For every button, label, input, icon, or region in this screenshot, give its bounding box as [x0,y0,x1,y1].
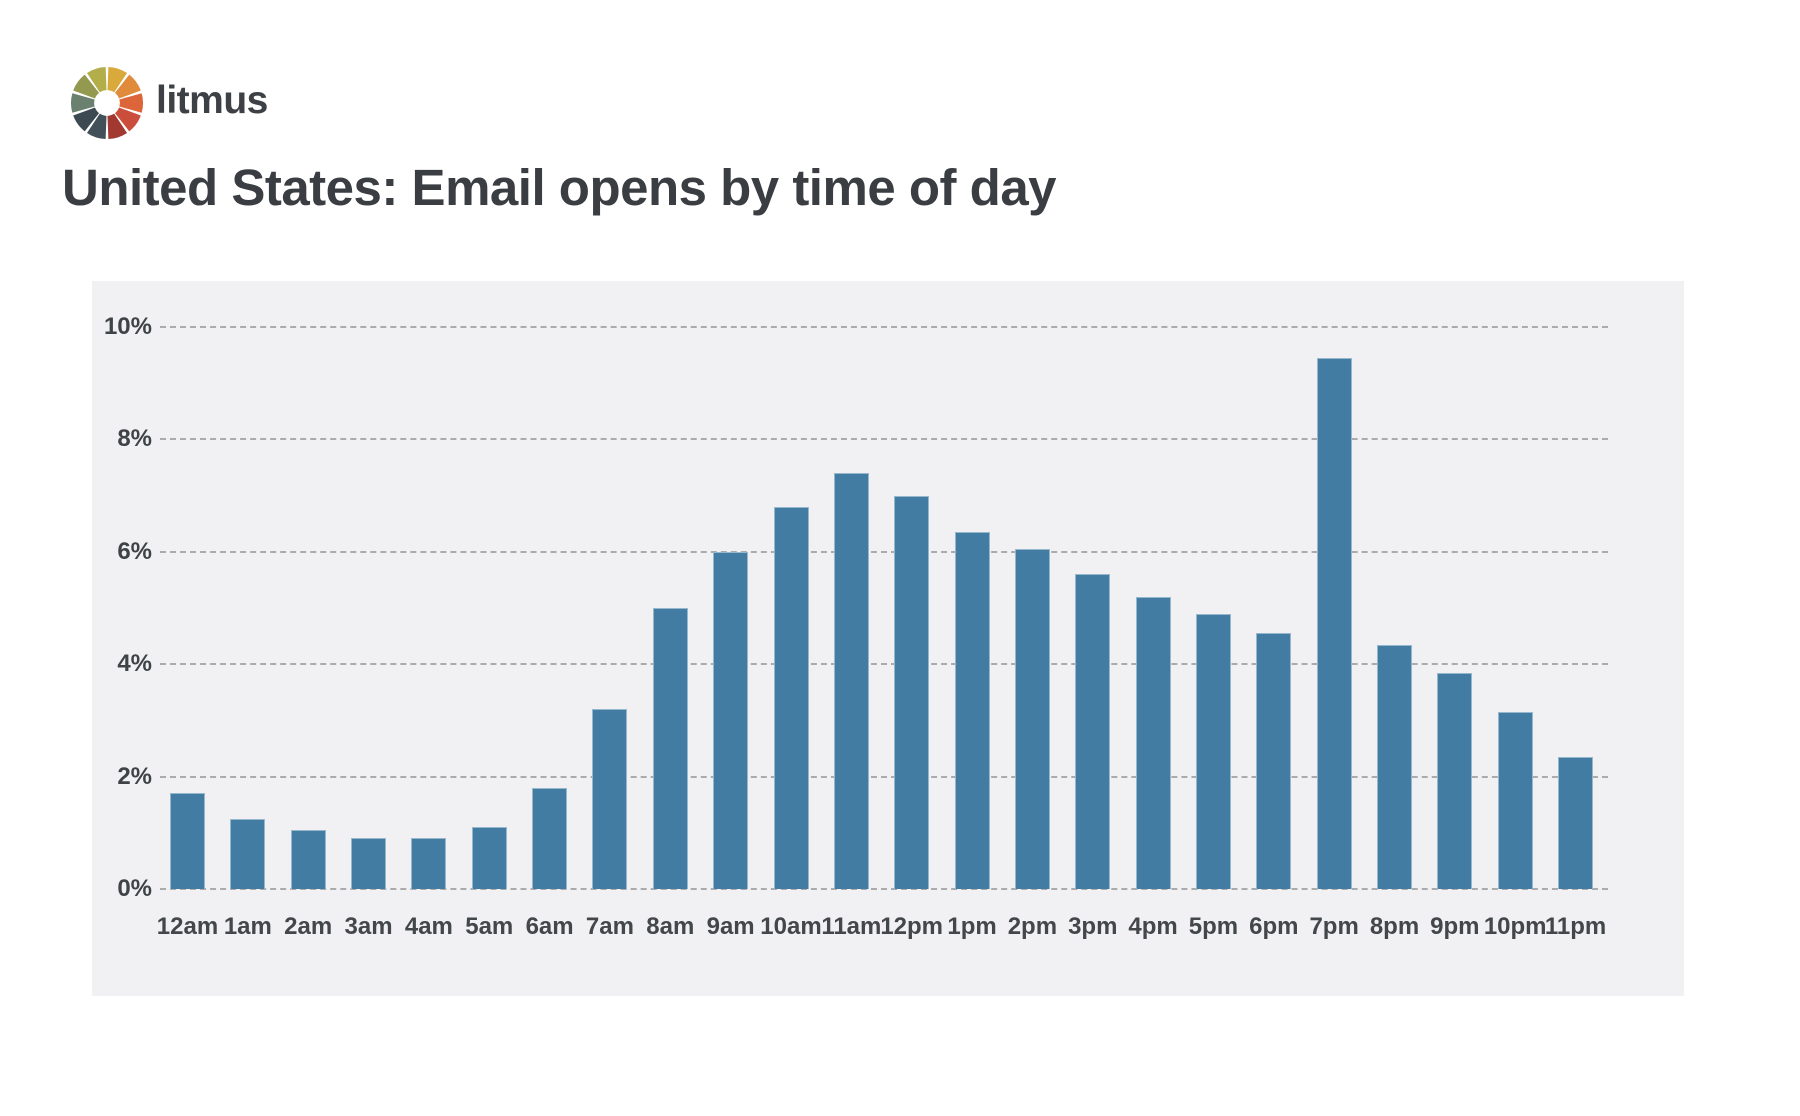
bar-6am [532,787,568,889]
x-axis-label-5am: 5am [465,913,514,940]
x-axis-label-1am: 1am [223,913,272,940]
wheel-segment-8 [73,74,100,99]
bar-2am [290,829,326,889]
bar-3am [351,838,387,889]
litmus-color-wheel-icon [70,67,144,139]
x-axis-label-12pm: 12pm [880,913,944,940]
bar-11pm [1558,756,1594,889]
bar-7am [592,709,628,889]
wheel-segment-9 [86,67,107,93]
bar-5pm [1195,613,1231,889]
litmus-wordmark: litmus [156,79,268,122]
wheel-segment-4 [107,113,128,139]
x-axis-label-5pm: 5pm [1188,913,1239,940]
x-axis-label-11am: 11am [821,913,882,940]
x-axis-label-6pm: 6pm [1249,913,1299,940]
x-axis-label-2am: 2am [284,913,333,940]
bar-12am [170,793,205,889]
litmus-logo: litmus [70,64,268,142]
x-axis-label-10pm: 10pm [1483,913,1547,940]
bar-2pm [1014,548,1050,889]
x-axis-label-3am: 3am [344,913,393,940]
x-axis-label-4am: 4am [404,913,453,940]
x-axis-label-6am: 6am [525,913,574,940]
bar-4am [411,838,447,889]
wheel-segment-2 [119,93,144,113]
bar-10pm [1497,711,1533,889]
wheel-segment-3 [114,107,141,132]
bar-9pm [1437,672,1473,889]
wheel-segment-1 [114,74,141,99]
bar-4pm [1135,596,1171,889]
wheel-segment-0 [107,67,128,93]
wheel-segment-7 [70,93,95,113]
bar-1pm [954,532,990,889]
bar-6pm [1256,633,1292,889]
y-axis-label-4%: 4% [117,650,152,678]
bar-7pm [1316,357,1352,889]
y-axis-label-10%: 10% [103,313,152,340]
chart-title: United States: Email opens by time of da… [62,159,1057,216]
wheel-segment-6 [73,107,100,132]
y-axis-label-2%: 2% [117,762,152,790]
gridline-0% [160,888,1608,890]
bar-8pm [1377,644,1412,889]
x-axis-label-10am: 10am [760,913,822,940]
bar-10am [773,506,809,889]
chart-panel: 0% 2% 4% 6% 8% 10% 12am 1am 2am 3am 4am 5am 6am 7am 8a… [92,281,1684,996]
x-axis-label-12am: 12am [156,913,219,940]
x-axis-label-11pm: 11pm [1544,913,1607,940]
x-axis-label-9pm: 9pm [1430,913,1480,940]
gridline-8% [160,438,1608,441]
y-axis-label-0%: 0% [117,875,152,902]
bar-1am [230,818,266,889]
bar-11am [833,473,869,889]
x-axis-label-7am: 7am [585,913,634,940]
bar-12pm [894,495,930,889]
gridline-6% [160,550,1608,553]
x-axis-label-8am: 8am [646,913,695,940]
gridline-10% [160,326,1608,328]
gridline-4% [160,663,1608,666]
x-axis-label-3pm: 3pm [1068,913,1118,940]
y-axis-label-8%: 8% [117,425,152,453]
bar-5am [471,827,507,889]
wheel-segment-5 [86,113,107,139]
gridline-2% [160,775,1608,778]
x-axis-label-8pm: 8pm [1369,913,1420,940]
x-axis-label-4pm: 4pm [1128,913,1178,940]
y-axis-label-6%: 6% [117,537,152,565]
x-axis-label-9am: 9am [706,913,755,940]
bar-9am [713,551,749,889]
x-axis-label-1pm: 1pm [947,913,997,940]
bar-3pm [1075,574,1111,889]
x-axis-label-7pm: 7pm [1309,913,1359,940]
x-axis-label-2pm: 2pm [1007,913,1058,940]
bar-8am [652,608,688,889]
